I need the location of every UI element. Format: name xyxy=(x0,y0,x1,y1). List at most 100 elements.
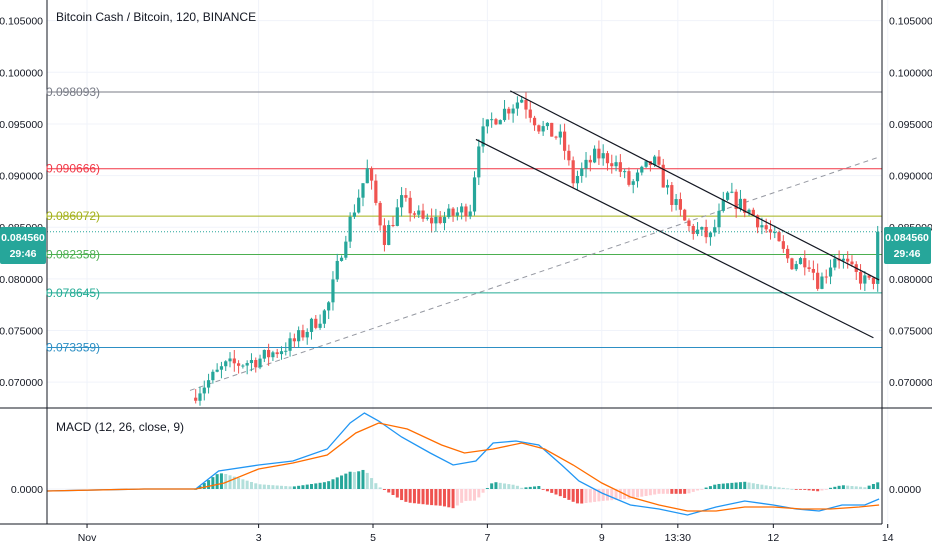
candle-body xyxy=(674,199,678,205)
candle-body xyxy=(738,198,743,210)
histogram-bar xyxy=(743,481,747,489)
histogram-bar xyxy=(279,485,283,489)
candle-body xyxy=(318,323,322,328)
price-tag-value: 0.084560 xyxy=(885,232,929,244)
histogram-bar xyxy=(288,486,292,489)
histogram-bar xyxy=(421,489,425,505)
candle-body xyxy=(751,209,755,216)
histogram-bar xyxy=(863,487,867,489)
histogram-bar xyxy=(391,489,395,495)
candle-body xyxy=(610,163,614,167)
histogram-bar xyxy=(756,483,760,489)
candle-body xyxy=(391,224,395,226)
candle-body xyxy=(228,358,232,362)
histogram-bar xyxy=(275,485,279,489)
time-scale[interactable]: Nov 3 5 7 9 13:30 12 14 xyxy=(78,524,894,544)
histogram-bar xyxy=(811,489,815,491)
candle-body xyxy=(597,148,601,159)
histogram-bar xyxy=(738,482,742,489)
candle-body xyxy=(635,172,640,182)
histogram-bar xyxy=(593,489,597,502)
histogram-bar xyxy=(648,489,652,496)
candle-body xyxy=(322,310,326,324)
candle-body xyxy=(421,210,425,219)
histogram-bar xyxy=(370,478,374,489)
candle-body xyxy=(258,358,262,368)
trend-line[interactable] xyxy=(189,156,880,391)
candle-body xyxy=(344,241,348,258)
histogram-bar xyxy=(215,474,219,489)
candle-body xyxy=(700,226,704,230)
right-price-scale[interactable]: 0.0700000.0750000.0800000.0850000.090000… xyxy=(889,16,932,496)
candle-body xyxy=(374,180,378,203)
histogram-bar xyxy=(803,489,807,490)
candle-body xyxy=(614,162,618,167)
fib-level-label: 0.090666) xyxy=(46,162,100,176)
candle-body xyxy=(430,217,434,224)
candle-body xyxy=(764,225,768,230)
histogram-bar xyxy=(550,489,554,493)
histogram-bar xyxy=(876,482,880,489)
candle-body xyxy=(550,122,554,137)
channel-upper-line[interactable] xyxy=(509,90,880,281)
histogram-bar xyxy=(507,484,511,489)
channel-lower-line[interactable] xyxy=(475,138,874,339)
histogram-bar xyxy=(352,472,356,489)
histogram-bar xyxy=(588,489,592,503)
histogram-bar xyxy=(348,471,352,489)
candle-body xyxy=(297,330,301,342)
candle-body xyxy=(425,217,429,219)
candle-body xyxy=(858,271,863,284)
histogram-bar xyxy=(524,487,528,489)
candle-body xyxy=(803,258,807,268)
candle-body xyxy=(378,202,382,226)
candle-body xyxy=(241,365,245,367)
histogram-bar xyxy=(730,482,734,489)
candle-body xyxy=(601,153,605,159)
histogram-bar xyxy=(674,489,678,494)
candle-body xyxy=(284,350,288,352)
candle-body xyxy=(871,277,876,284)
histogram-bar xyxy=(768,486,772,489)
histogram-bar xyxy=(563,489,567,498)
candle-body xyxy=(833,258,837,268)
histogram-bar xyxy=(764,485,768,489)
candle-body xyxy=(331,279,335,303)
fib-retracement[interactable] xyxy=(47,91,882,348)
candle-body xyxy=(695,229,700,234)
candle-body xyxy=(477,146,481,178)
candle-body xyxy=(661,164,665,188)
histogram-bar xyxy=(365,472,369,489)
candle-body xyxy=(545,122,550,127)
candle-body xyxy=(657,156,661,165)
candle-body xyxy=(335,260,339,280)
histogram-bar xyxy=(537,486,541,489)
histogram-bar xyxy=(644,489,648,496)
candle-body xyxy=(721,199,725,211)
histogram-bar xyxy=(228,475,232,489)
x-tick-label: 14 xyxy=(882,532,894,544)
candle-body xyxy=(593,148,597,163)
candle-body xyxy=(528,109,532,118)
candle-body xyxy=(198,393,202,401)
histogram-bar xyxy=(541,489,545,490)
candle-body xyxy=(279,351,284,355)
candle-body xyxy=(481,126,485,147)
candle-body xyxy=(713,227,717,233)
histogram-bar xyxy=(696,489,700,491)
y-tick-label: 0.100000 xyxy=(0,67,43,79)
histogram-bar xyxy=(361,469,365,489)
candle-body xyxy=(644,161,648,167)
histogram-bar xyxy=(871,483,875,489)
histogram-bar xyxy=(841,485,845,489)
candle-body xyxy=(747,209,751,213)
candle-body xyxy=(704,226,708,238)
candle-body xyxy=(215,369,219,372)
histogram-bar xyxy=(408,489,412,503)
candle-body xyxy=(520,99,524,103)
histogram-bar xyxy=(301,485,305,489)
candle-body xyxy=(541,126,545,132)
histogram-bar xyxy=(610,489,614,501)
fib-level-label: 0.073359) xyxy=(46,340,100,354)
